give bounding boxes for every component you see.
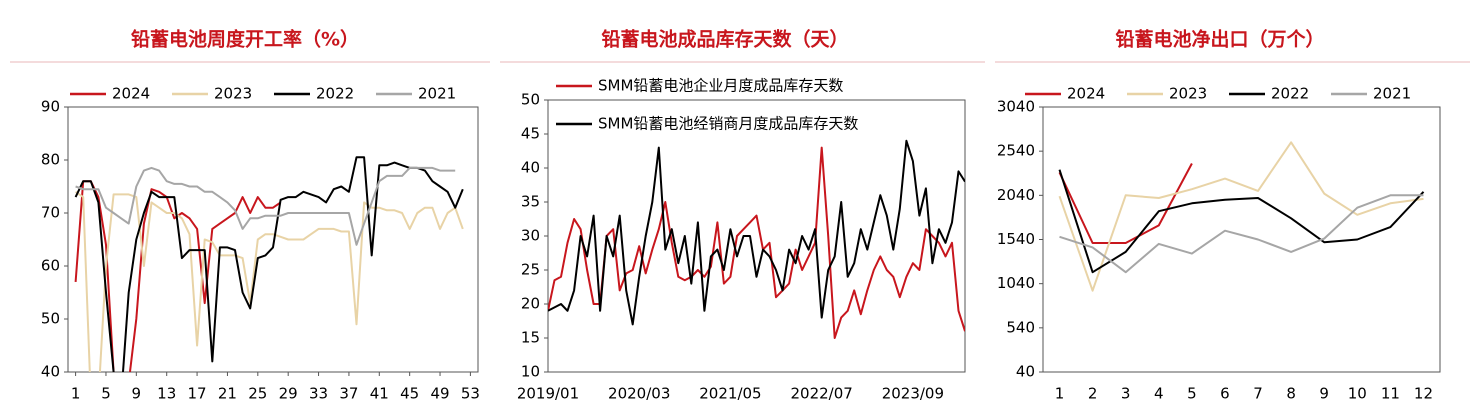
y-tick-label: 3040: [997, 98, 1035, 116]
y-tick-label: 50: [41, 310, 60, 328]
y-tick-label: 80: [41, 151, 60, 169]
legend-label: 2024: [112, 85, 150, 103]
legend-label: SMM铅蓄电池企业月度成品库存天数: [598, 77, 843, 95]
x-tick-label: 17: [188, 385, 207, 403]
y-tick-label: 10: [521, 363, 540, 381]
x-tick-label: 9: [132, 385, 142, 403]
x-tick-label: 10: [1348, 385, 1367, 403]
y-tick-label: 35: [521, 193, 540, 211]
chart-title: 铅蓄电池周度开工率（%）: [131, 28, 359, 51]
chart-title: 铅蓄电池净出口（万个）: [1115, 28, 1324, 51]
y-tick-label: 90: [41, 98, 60, 116]
series-line: [75, 190, 464, 372]
x-tick-label: 5: [1187, 385, 1197, 403]
chart-title: 铅蓄电池成品库存天数（天）: [601, 28, 848, 51]
x-tick-label: 13: [157, 385, 176, 403]
y-tick-label: 70: [41, 204, 60, 222]
series-line: [548, 139, 965, 326]
x-tick-label: 25: [248, 385, 267, 403]
x-tick-label: 45: [400, 385, 419, 403]
x-tick-label: 2021/05: [699, 385, 761, 403]
x-tick-label: 1: [71, 385, 81, 403]
y-tick-label: 1040: [997, 274, 1035, 292]
series-line: [1058, 169, 1425, 274]
legend-label: 2022: [1271, 85, 1309, 103]
x-tick-label: 4: [1154, 385, 1164, 403]
series-line: [1058, 141, 1424, 292]
y-tick-label: 40: [521, 159, 540, 177]
series-line: [1058, 163, 1193, 244]
x-tick-label: 2019/01: [517, 385, 579, 403]
x-tick-label: 2023/09: [882, 385, 944, 403]
y-tick-label: 2040: [997, 186, 1035, 204]
y-tick-label: 45: [521, 125, 540, 143]
plot-frame: [67, 106, 479, 373]
y-tick-label: 60: [41, 257, 60, 275]
legend-label: 2023: [214, 85, 252, 103]
x-tick-label: 49: [430, 385, 449, 403]
x-tick-label: 8: [1286, 385, 1296, 403]
x-tick-label: 2022/07: [790, 385, 852, 403]
x-tick-label: 7: [1253, 385, 1263, 403]
y-tick-label: 40: [41, 363, 60, 381]
x-tick-label: 2: [1088, 385, 1098, 403]
series-line: [1059, 194, 1424, 274]
x-tick-label: 3: [1121, 385, 1131, 403]
y-tick-label: 540: [1006, 318, 1035, 336]
x-tick-label: 12: [1414, 385, 1433, 403]
x-tick-label: 2020/03: [608, 385, 670, 403]
legend-label: 2022: [316, 85, 354, 103]
y-tick-label: 20: [521, 295, 540, 313]
series-line: [74, 156, 464, 372]
x-tick-label: 37: [339, 385, 358, 403]
x-tick-label: 6: [1220, 385, 1230, 403]
legend-label: 2021: [1373, 85, 1411, 103]
legend-label: 2023: [1169, 85, 1207, 103]
x-tick-label: 41: [370, 385, 389, 403]
y-tick-label: 1540: [997, 230, 1035, 248]
legend-label: 2021: [418, 85, 456, 103]
x-tick-label: 1: [1055, 385, 1065, 403]
x-tick-label: 53: [461, 385, 480, 403]
x-tick-label: 9: [1319, 385, 1329, 403]
series-line: [75, 166, 456, 246]
x-tick-label: 21: [218, 385, 237, 403]
x-tick-label: 29: [279, 385, 298, 403]
x-tick-label: 5: [101, 385, 111, 403]
y-tick-label: 25: [521, 261, 540, 279]
y-tick-label: 50: [521, 91, 540, 109]
series-line: [548, 146, 965, 339]
x-tick-label: 33: [309, 385, 328, 403]
y-tick-label: 2540: [997, 142, 1035, 160]
legend-label: 2024: [1067, 85, 1105, 103]
y-tick-label: 15: [521, 329, 540, 347]
legend-label: SMM铅蓄电池经销商月度成品库存天数: [598, 115, 858, 133]
y-tick-label: 40: [1016, 363, 1035, 381]
y-tick-label: 30: [521, 227, 540, 245]
x-tick-label: 11: [1381, 385, 1400, 403]
